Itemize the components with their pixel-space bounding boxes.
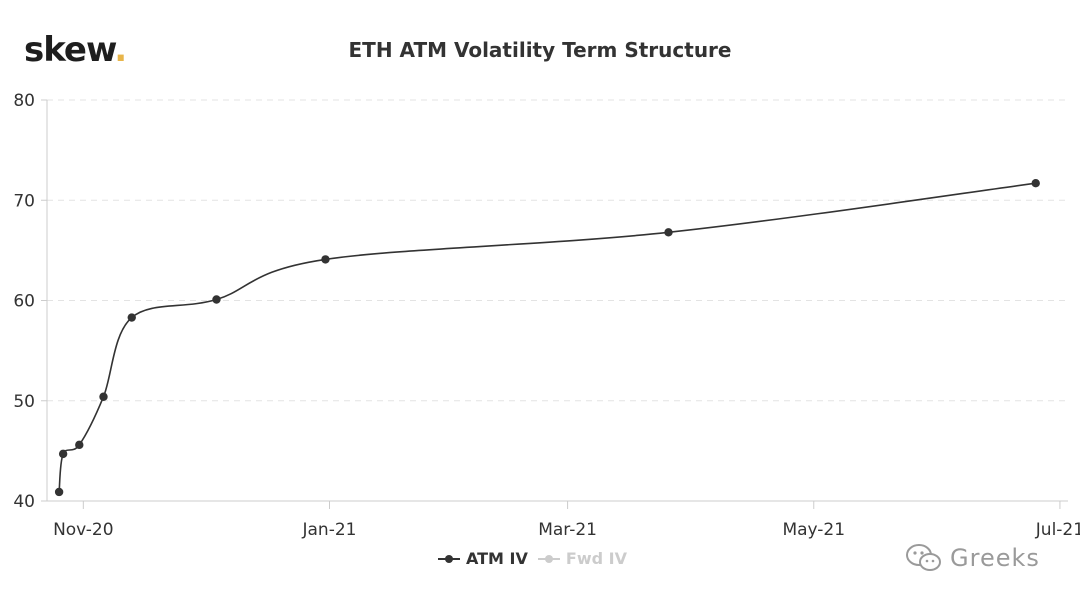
data-point-6 bbox=[321, 255, 330, 264]
x-axis-ticks: Nov-20 Jan-21 Mar-21 May-21 Jul-21 bbox=[53, 501, 1080, 540]
legend: ATM IV Fwd IV bbox=[438, 549, 627, 568]
x-tick-label-Nov-20: Nov-20 bbox=[53, 520, 114, 540]
data-point-8 bbox=[1031, 179, 1040, 188]
legend-item-fwd-iv[interactable]: Fwd IV bbox=[537, 549, 627, 568]
y-tick-label-40: 40 bbox=[13, 492, 35, 512]
y-tick-label-80: 80 bbox=[13, 91, 35, 111]
data-point-7 bbox=[664, 228, 673, 237]
grid-lines bbox=[47, 99, 1068, 402]
y-tick-label-70: 70 bbox=[13, 191, 35, 211]
watermark: Greeks bbox=[904, 543, 1040, 573]
data-point-3 bbox=[99, 392, 108, 401]
data-point-1 bbox=[58, 449, 68, 459]
x-tick-label-Jan-21: Jan-21 bbox=[301, 520, 356, 540]
data-point-4 bbox=[127, 313, 136, 322]
series-layer bbox=[54, 179, 1040, 497]
logo-dot: . bbox=[114, 30, 127, 70]
chart-title: ETH ATM Volatility Term Structure bbox=[348, 38, 732, 62]
logo-text: skew bbox=[24, 30, 115, 70]
y-tick-label-50: 50 bbox=[13, 392, 35, 412]
data-point-0 bbox=[54, 487, 64, 497]
y-tick-label-60: 60 bbox=[13, 292, 35, 312]
wechat-icon bbox=[906, 544, 941, 571]
data-point-5 bbox=[212, 295, 221, 304]
legend-swatch-atm-iv bbox=[438, 554, 460, 564]
skew-logo: skew. bbox=[24, 30, 127, 70]
legend-swatch-fwd-iv bbox=[537, 554, 560, 564]
x-tick-label-May-21: May-21 bbox=[782, 520, 845, 540]
watermark-text: Greeks bbox=[950, 544, 1040, 572]
data-point-2 bbox=[75, 440, 84, 450]
x-tick-label-Jul-21: Jul-21 bbox=[1035, 520, 1080, 540]
legend-label-fwd-iv: Fwd IV bbox=[565, 549, 627, 568]
legend-label-atm-iv: ATM IV bbox=[466, 549, 528, 568]
series-line-atm-iv bbox=[58, 182, 1036, 493]
y-axis-ticks: 40 50 60 70 80 bbox=[13, 91, 47, 512]
x-tick-label-Mar-21: Mar-21 bbox=[538, 520, 597, 540]
legend-item-atm-iv[interactable]: ATM IV bbox=[438, 549, 528, 568]
